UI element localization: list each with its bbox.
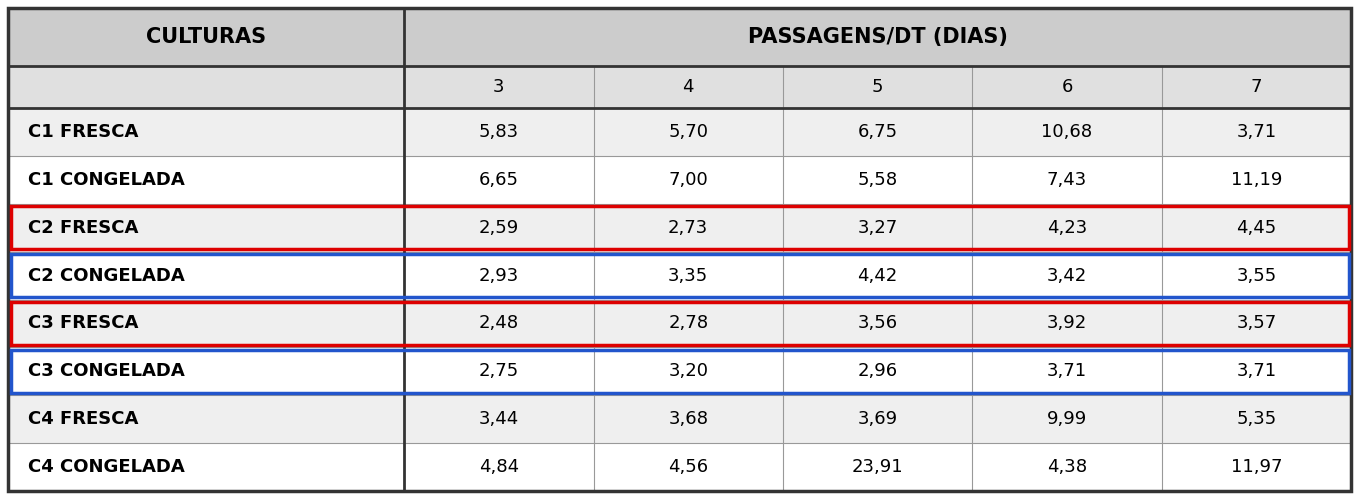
Text: 3,68: 3,68 — [669, 410, 708, 428]
Text: 4,23: 4,23 — [1046, 219, 1087, 237]
Bar — [8, 8, 1351, 66]
Text: 3,35: 3,35 — [669, 266, 708, 284]
Text: 2,78: 2,78 — [669, 314, 708, 332]
Text: 3,71: 3,71 — [1046, 362, 1087, 380]
Text: 5: 5 — [872, 78, 883, 96]
Text: CULTURAS: CULTURAS — [145, 27, 266, 47]
Bar — [11, 302, 1348, 345]
Text: C4 FRESCA: C4 FRESCA — [27, 410, 139, 428]
Text: 6,75: 6,75 — [858, 123, 898, 141]
Text: 3,44: 3,44 — [478, 410, 519, 428]
Text: 5,35: 5,35 — [1237, 410, 1276, 428]
Text: 11,97: 11,97 — [1230, 458, 1282, 476]
Text: C2 FRESCA: C2 FRESCA — [27, 219, 139, 237]
Text: 5,70: 5,70 — [669, 123, 708, 141]
Text: 4,45: 4,45 — [1237, 219, 1276, 237]
Text: 7,00: 7,00 — [669, 171, 708, 189]
Bar — [8, 347, 1351, 395]
Text: 7,43: 7,43 — [1046, 171, 1087, 189]
Text: PASSAGENS/DT (DIAS): PASSAGENS/DT (DIAS) — [747, 27, 1007, 47]
Text: 6,65: 6,65 — [478, 171, 519, 189]
Text: 3,92: 3,92 — [1046, 314, 1087, 332]
Bar — [11, 206, 1348, 249]
Text: 4,56: 4,56 — [669, 458, 708, 476]
Text: 11,19: 11,19 — [1231, 171, 1282, 189]
Bar — [8, 108, 1351, 156]
Text: 10,68: 10,68 — [1041, 123, 1093, 141]
Text: C1 FRESCA: C1 FRESCA — [27, 123, 139, 141]
Bar — [8, 156, 1351, 204]
Text: 3,27: 3,27 — [858, 219, 898, 237]
Text: 4,84: 4,84 — [478, 458, 519, 476]
Bar — [8, 204, 1351, 251]
Text: C3 CONGELADA: C3 CONGELADA — [27, 362, 185, 380]
Text: 3,42: 3,42 — [1046, 266, 1087, 284]
Text: 3,71: 3,71 — [1237, 123, 1276, 141]
Text: 3,55: 3,55 — [1237, 266, 1276, 284]
Text: 5,58: 5,58 — [858, 171, 898, 189]
Text: C3 FRESCA: C3 FRESCA — [27, 314, 139, 332]
Text: 3,69: 3,69 — [858, 410, 898, 428]
Text: 7: 7 — [1250, 78, 1263, 96]
Text: 3,71: 3,71 — [1237, 362, 1276, 380]
Text: 6: 6 — [1061, 78, 1072, 96]
Bar — [11, 254, 1348, 297]
Text: 9,99: 9,99 — [1046, 410, 1087, 428]
Text: 4,42: 4,42 — [858, 266, 898, 284]
Text: 2,75: 2,75 — [478, 362, 519, 380]
Text: 4: 4 — [682, 78, 694, 96]
Text: 2,73: 2,73 — [669, 219, 708, 237]
Bar — [8, 395, 1351, 443]
Text: 2,93: 2,93 — [478, 266, 519, 284]
Text: C4 CONGELADA: C4 CONGELADA — [27, 458, 185, 476]
Text: 3,57: 3,57 — [1237, 314, 1276, 332]
Text: 2,96: 2,96 — [858, 362, 898, 380]
Text: 3,20: 3,20 — [669, 362, 708, 380]
Text: 2,59: 2,59 — [478, 219, 519, 237]
Text: 2,48: 2,48 — [478, 314, 519, 332]
Text: 23,91: 23,91 — [852, 458, 904, 476]
Bar — [8, 443, 1351, 491]
Text: C2 CONGELADA: C2 CONGELADA — [27, 266, 185, 284]
Text: 4,38: 4,38 — [1046, 458, 1087, 476]
Bar — [11, 350, 1348, 393]
Text: 3,56: 3,56 — [858, 314, 898, 332]
Text: 5,83: 5,83 — [478, 123, 519, 141]
Text: C1 CONGELADA: C1 CONGELADA — [27, 171, 185, 189]
Bar — [8, 251, 1351, 299]
Bar — [8, 66, 1351, 108]
Text: 3: 3 — [493, 78, 504, 96]
Bar — [8, 299, 1351, 347]
